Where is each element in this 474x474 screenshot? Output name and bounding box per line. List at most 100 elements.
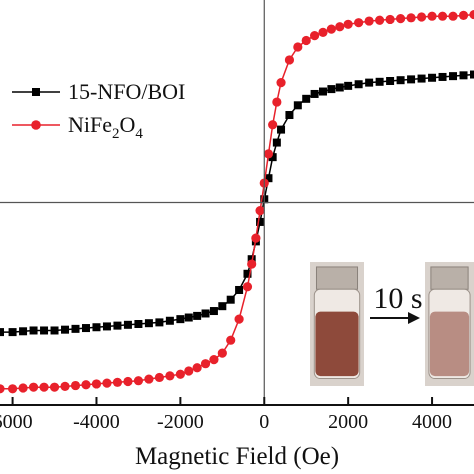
series-15-nfo-boi-marker (92, 323, 101, 332)
series-nife2o4-marker (60, 381, 70, 391)
legend-nife2o4-label: NiFe2O4 (68, 112, 143, 142)
series-nife2o4-marker (247, 259, 257, 269)
series-nife2o4-marker (343, 19, 353, 29)
series-nife2o4-marker (102, 378, 112, 388)
series-15-nfo-boi-marker (29, 326, 38, 335)
legend-15-nfo-boi-marker (32, 88, 40, 96)
series-nife2o4-marker (39, 382, 49, 392)
series-15-nfo-boi-marker (176, 315, 185, 324)
series-nife2o4-marker (133, 376, 144, 386)
series-15-nfo-boi-marker (365, 78, 374, 87)
series-nife2o4-marker (437, 11, 448, 21)
series-15-nfo-boi-marker (243, 269, 252, 278)
series-nife2o4-marker (395, 14, 406, 24)
series-nife2o4-marker (123, 376, 133, 387)
series-nife2o4-marker (458, 10, 469, 20)
series-nife2o4-marker (184, 366, 194, 376)
series-15-nfo-boi-marker (19, 327, 28, 336)
series-nife2o4-marker (70, 380, 81, 391)
vial-after-photo-cap (430, 266, 469, 290)
series-15-nfo-boi-marker (268, 153, 277, 162)
series-nife2o4-marker (234, 314, 244, 324)
series-nife2o4-marker (364, 16, 374, 26)
series-nife2o4-marker (18, 383, 28, 393)
series-15-nfo-boi-marker (193, 311, 202, 320)
series-15-nfo-boi-marker (247, 255, 256, 264)
series-15-nfo-boi-marker (293, 101, 302, 110)
series-nife2o4-marker (217, 348, 227, 358)
series-nife2o4-marker (406, 13, 416, 23)
series-nife2o4-marker (91, 379, 102, 389)
series-15-nfo-boi-marker (264, 174, 273, 183)
series-15-nfo-boi-marker (71, 324, 80, 333)
series-nife2o4-marker (335, 22, 345, 32)
series-15-nfo-boi-marker (344, 81, 353, 90)
series-nife2o4-marker (284, 55, 295, 65)
series-15-nfo-boi-marker (165, 316, 174, 325)
series-nife2o4-marker (268, 120, 278, 130)
series-15-nfo-boi-marker (81, 324, 90, 333)
series-15-nfo-boi-marker (144, 319, 153, 328)
series-15-nfo-boi-marker (449, 72, 458, 81)
series-nife2o4-marker (301, 35, 311, 46)
series-nife2o4-marker (154, 372, 164, 383)
series-15-nfo-boi-marker (201, 309, 210, 318)
series-15-nfo-boi-marker (50, 326, 59, 335)
series-15-nfo-boi-marker (272, 138, 281, 147)
x-axis-title: Magnetic Field (Oe) (135, 443, 339, 470)
series-nife2o4-marker (375, 15, 385, 25)
series-nife2o4-marker (81, 380, 91, 390)
series-nife2o4-marker (226, 335, 236, 345)
series-15-nfo-boi-marker (318, 87, 327, 96)
series-nife2o4-marker (416, 12, 427, 22)
series-15-nfo-boi-marker (113, 321, 122, 330)
x-tick-label: 4000 (412, 411, 452, 433)
series-nife2o4-marker (310, 31, 320, 41)
inset-arrow-head (408, 312, 420, 324)
series-nife2o4-marker (251, 233, 261, 243)
series-nife2o4-marker (49, 382, 60, 392)
series-nife2o4-marker (144, 374, 154, 384)
series-nife2o4-marker (385, 14, 395, 25)
vial-before-photo-liquid (315, 311, 359, 377)
series-15-nfo-boi-marker (123, 320, 132, 329)
series-nife2o4-marker (112, 377, 123, 387)
series-15-nfo-boi-marker (375, 77, 384, 86)
series-nife2o4-marker (276, 78, 286, 88)
series-nife2o4-marker (255, 206, 265, 216)
series-15-nfo-boi-marker (459, 71, 468, 80)
inset-time-label: 10 s (373, 282, 422, 315)
series-nife2o4-marker (326, 24, 336, 34)
series-nife2o4-marker (0, 384, 5, 394)
series-nife2o4-marker (192, 363, 202, 373)
series-15-nfo-boi-marker (277, 125, 286, 134)
series-nife2o4-marker (242, 282, 253, 292)
series-15-nfo-boi-marker (470, 70, 474, 79)
vial-after-photo-liquid (429, 311, 470, 377)
series-15-nfo-boi-marker (0, 328, 4, 337)
series-15-nfo-boi-marker (8, 328, 17, 337)
x-tick-label: 6000 (0, 411, 33, 433)
series-15-nfo-boi-marker (417, 74, 426, 83)
series-15-nfo-boi-marker (218, 302, 227, 311)
series-15-nfo-boi-marker (386, 77, 395, 85)
series-15-nfo-boi-marker (407, 75, 416, 84)
series-15-nfo-boi-marker (134, 320, 143, 328)
x-tick-label: 0 (259, 411, 269, 433)
series-15-nfo-boi-marker (285, 111, 294, 120)
series-15-nfo-boi-marker (155, 318, 164, 327)
x-tick-label: 2000 (328, 411, 368, 433)
legend-nife2o4-marker (31, 120, 41, 130)
series-nife2o4-marker (354, 18, 364, 28)
x-axis-ticks: 6000 -4000 -2000 0 2000 4000 (0, 397, 452, 433)
x-tick-label: -2000 (157, 411, 204, 433)
series-nife2o4-marker (427, 11, 437, 21)
legend-15-nfo-boi-label: 15-NFO/BOI (68, 79, 185, 104)
series-15-nfo-boi-marker (40, 326, 49, 335)
series-nife2o4-marker (200, 359, 211, 369)
vial-before-photo (310, 262, 364, 386)
series-15-nfo-boi-marker (335, 83, 344, 92)
vial-after-photo (425, 262, 474, 386)
series-15-nfo-boi-marker (396, 76, 405, 85)
